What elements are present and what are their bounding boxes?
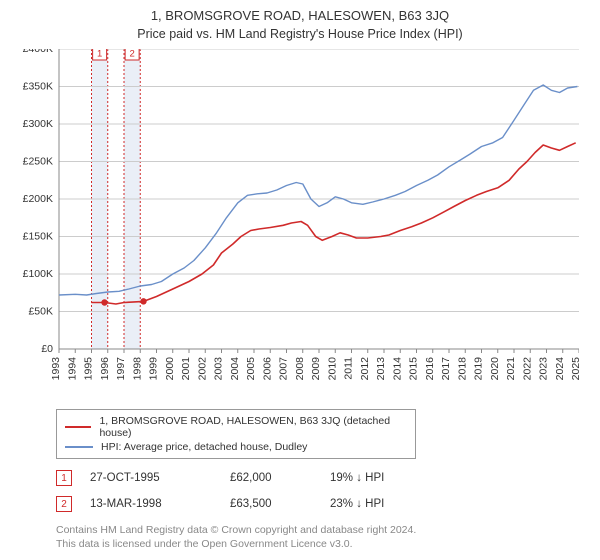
- footer-attribution: Contains HM Land Registry data © Crown c…: [56, 523, 590, 551]
- transaction-diff: 19% ↓ HPI: [330, 472, 410, 484]
- svg-text:1999: 1999: [148, 357, 160, 381]
- svg-text:£50K: £50K: [28, 306, 53, 318]
- svg-text:2007: 2007: [278, 357, 290, 381]
- legend-label-property: 1, BROMSGROVE ROAD, HALESOWEN, B63 3JQ (…: [99, 415, 407, 439]
- svg-text:2012: 2012: [359, 357, 371, 381]
- svg-text:2013: 2013: [375, 357, 387, 381]
- svg-text:2024: 2024: [554, 357, 566, 381]
- legend-swatch-hpi: [65, 446, 93, 448]
- svg-text:£300K: £300K: [23, 118, 53, 130]
- svg-text:2014: 2014: [391, 357, 403, 381]
- svg-text:£350K: £350K: [23, 81, 53, 93]
- svg-text:1995: 1995: [83, 357, 95, 381]
- svg-text:2020: 2020: [489, 357, 501, 381]
- transaction-diff: 23% ↓ HPI: [330, 498, 410, 510]
- footer-line1: Contains HM Land Registry data © Crown c…: [56, 523, 590, 537]
- transaction-marker-1: 1: [56, 470, 72, 486]
- svg-text:2011: 2011: [343, 357, 355, 380]
- svg-text:1997: 1997: [115, 357, 127, 381]
- svg-text:2016: 2016: [424, 357, 436, 381]
- svg-text:2018: 2018: [456, 357, 468, 381]
- transaction-date: 13-MAR-1998: [90, 498, 230, 510]
- svg-text:2021: 2021: [505, 357, 517, 381]
- line-chart-svg: £0 £50K £100K £150K £200K £250K £300K £350K £400…: [14, 49, 579, 401]
- svg-text:£400K: £400K: [23, 49, 53, 55]
- svg-text:£0: £0: [41, 343, 53, 355]
- svg-text:2023: 2023: [538, 357, 550, 381]
- svg-text:2009: 2009: [310, 357, 322, 381]
- svg-text:2004: 2004: [229, 357, 241, 381]
- svg-text:1: 1: [97, 49, 102, 60]
- svg-text:2019: 2019: [473, 357, 485, 381]
- chart-subtitle: Price paid vs. HM Land Registry's House …: [10, 27, 590, 41]
- transaction-date: 27-OCT-1995: [90, 472, 230, 484]
- chart-plot-area: £0 £50K £100K £150K £200K £250K £300K £350K £400…: [14, 49, 579, 401]
- svg-text:1993: 1993: [50, 357, 62, 381]
- svg-text:£100K: £100K: [23, 268, 53, 280]
- transaction-price: £62,000: [230, 472, 330, 484]
- svg-text:2017: 2017: [440, 357, 452, 381]
- transaction-marker-2: 2: [56, 496, 72, 512]
- svg-text:2005: 2005: [245, 357, 257, 381]
- transaction-list: 1 27-OCT-1995 £62,000 19% ↓ HPI 2 13-MAR…: [56, 465, 590, 517]
- svg-text:£150K: £150K: [23, 231, 53, 243]
- svg-text:2025: 2025: [570, 357, 579, 381]
- transaction-price: £63,500: [230, 498, 330, 510]
- svg-text:2001: 2001: [180, 357, 192, 381]
- svg-text:2002: 2002: [196, 357, 208, 381]
- transaction-row: 2 13-MAR-1998 £63,500 23% ↓ HPI: [56, 491, 590, 517]
- svg-text:2: 2: [129, 49, 134, 60]
- svg-text:2000: 2000: [164, 357, 176, 381]
- legend-item-property: 1, BROMSGROVE ROAD, HALESOWEN, B63 3JQ (…: [65, 414, 407, 440]
- svg-text:£200K: £200K: [23, 193, 53, 205]
- svg-text:2015: 2015: [408, 357, 420, 381]
- footer-line2: This data is licensed under the Open Gov…: [56, 537, 590, 551]
- svg-text:2008: 2008: [294, 357, 306, 381]
- legend-swatch-property: [65, 426, 91, 428]
- legend-label-hpi: HPI: Average price, detached house, Dudl…: [101, 441, 307, 453]
- svg-text:2006: 2006: [261, 357, 273, 381]
- svg-text:1994: 1994: [66, 357, 78, 381]
- svg-text:1996: 1996: [99, 357, 111, 381]
- svg-text:1998: 1998: [131, 357, 143, 381]
- transaction-row: 1 27-OCT-1995 £62,000 19% ↓ HPI: [56, 465, 590, 491]
- legend-box: 1, BROMSGROVE ROAD, HALESOWEN, B63 3JQ (…: [56, 409, 416, 459]
- svg-text:2022: 2022: [521, 357, 533, 381]
- legend-item-hpi: HPI: Average price, detached house, Dudl…: [65, 440, 407, 454]
- svg-text:2003: 2003: [213, 357, 225, 381]
- chart-title: 1, BROMSGROVE ROAD, HALESOWEN, B63 3JQ: [10, 8, 590, 23]
- svg-text:£250K: £250K: [23, 156, 53, 168]
- svg-text:2010: 2010: [326, 357, 338, 381]
- chart-container: 1, BROMSGROVE ROAD, HALESOWEN, B63 3JQ P…: [0, 0, 600, 560]
